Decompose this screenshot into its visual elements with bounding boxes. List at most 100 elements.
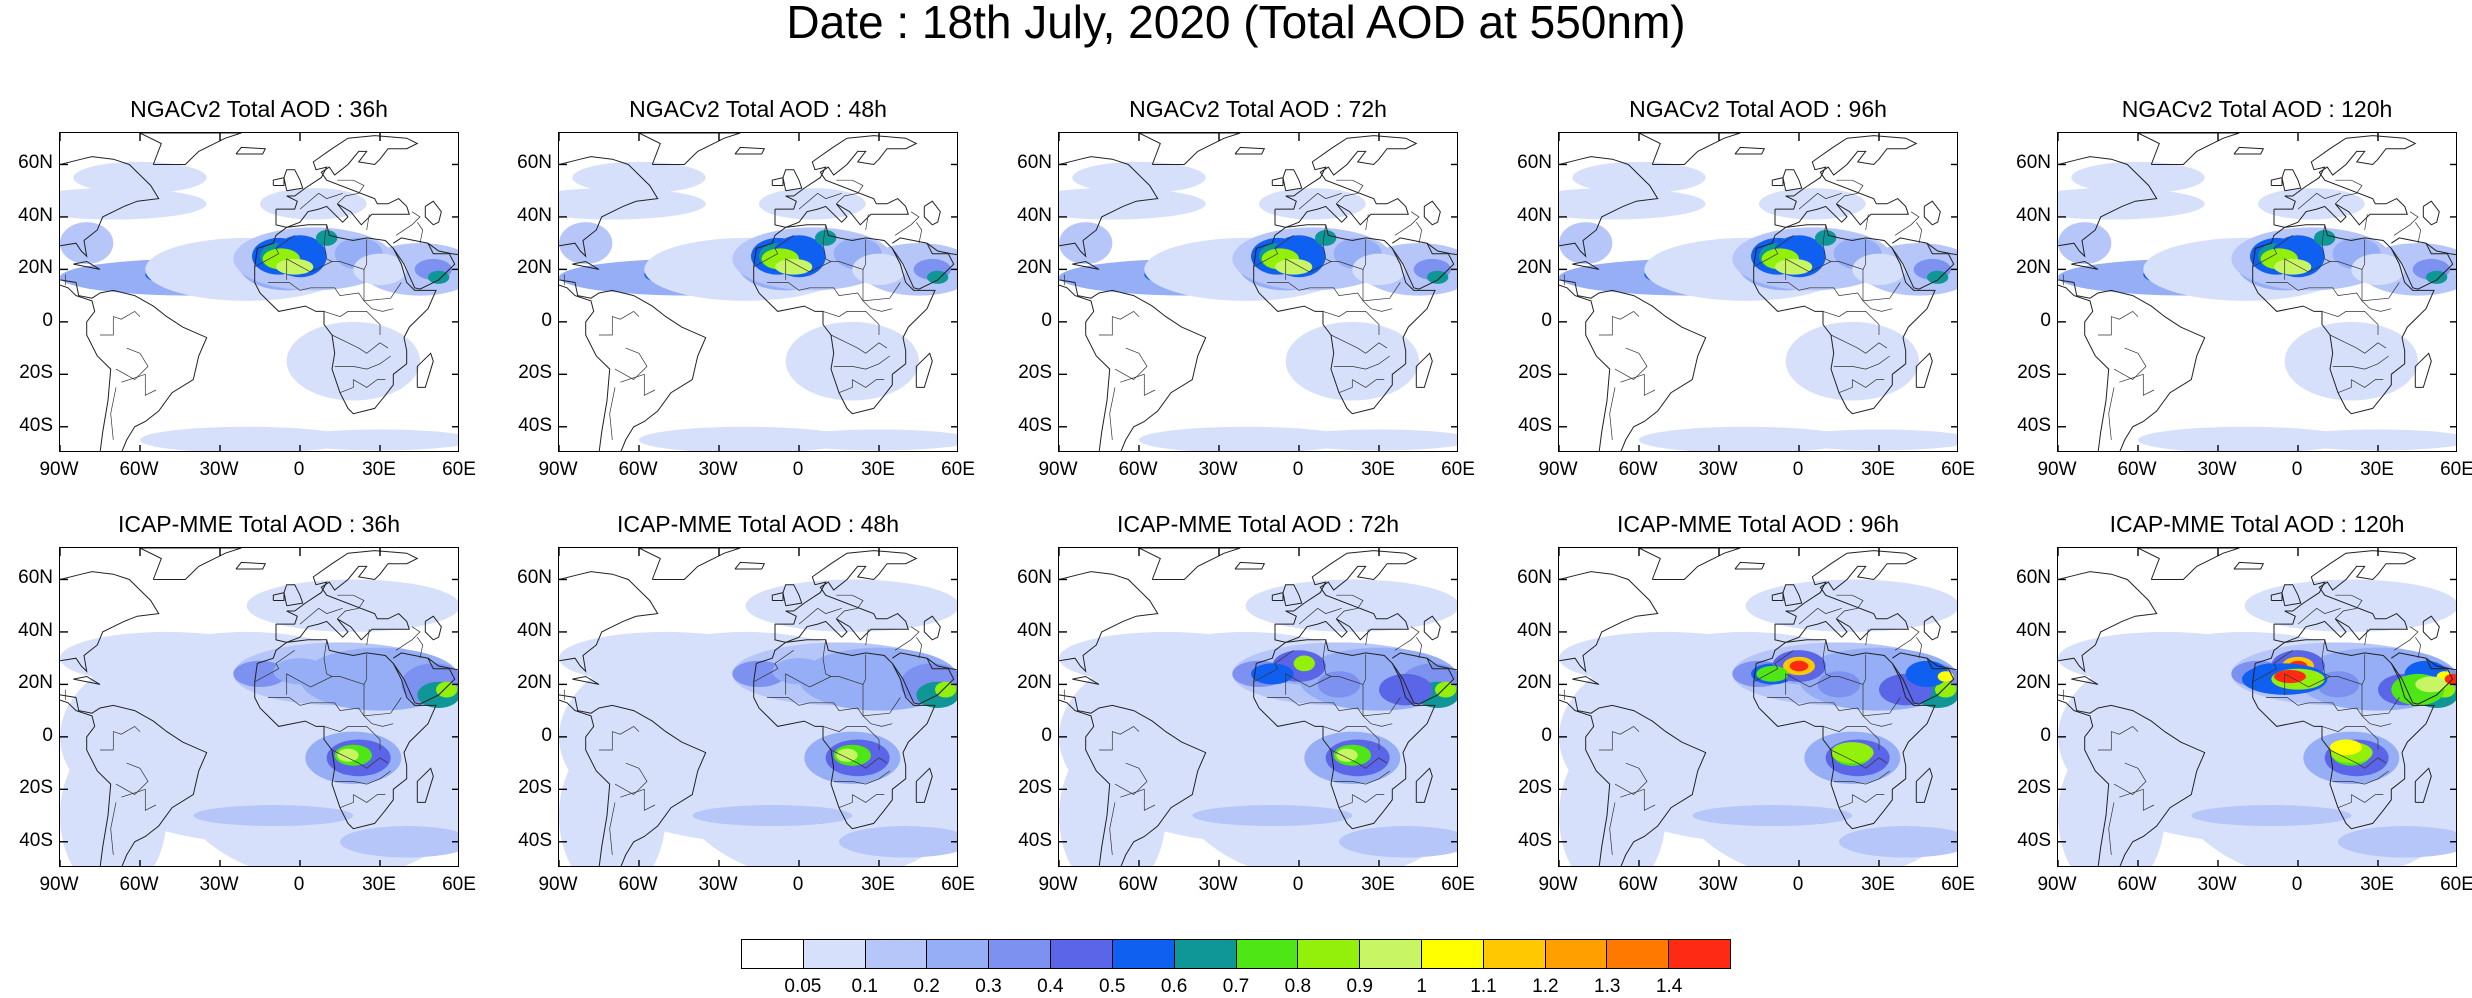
country-border (798, 607, 842, 625)
coastline (283, 169, 304, 192)
lat-label: 60N (1017, 567, 1052, 589)
aod-contour (1785, 321, 1919, 401)
aod-contour (2071, 161, 2205, 194)
country-border (1614, 762, 1648, 796)
coastline (2137, 133, 2240, 165)
country-border (110, 387, 117, 440)
coastline (1638, 133, 1741, 165)
country-border (838, 379, 853, 394)
country-border (2332, 770, 2389, 785)
lat-label: 0 (1541, 724, 1552, 746)
country-border (862, 684, 893, 727)
lat-label: 60N (1517, 152, 1552, 174)
coastline (2137, 548, 2240, 580)
lon-label: 90W (2037, 874, 2077, 895)
coastline (392, 237, 456, 290)
lat-label: 20N (1017, 257, 1052, 279)
lat-label: 40N (1517, 204, 1552, 226)
lon-label: 30E (1361, 874, 1395, 895)
country-border (916, 637, 923, 659)
coastline (2422, 615, 2440, 641)
coastline (60, 279, 208, 451)
country-border (1338, 794, 1353, 809)
country-border (1753, 235, 1794, 268)
coastline (1559, 279, 1707, 451)
lat-label: 20S (1018, 362, 1052, 384)
lon-label: 30E (1861, 459, 1895, 480)
coastline (638, 548, 741, 580)
country-border (822, 224, 832, 262)
country-border (1322, 311, 1380, 335)
aod-contour (337, 748, 359, 762)
country-border (1833, 770, 1890, 785)
country-border (1833, 355, 1890, 370)
coastline (1774, 135, 1918, 228)
lon-label: 60W (618, 459, 658, 480)
coastline (1923, 615, 1941, 641)
colorbar-swatch (1298, 940, 1361, 968)
coastline (1274, 550, 1418, 643)
lon-label: 30E (2360, 459, 2394, 480)
country-border (822, 726, 880, 750)
aod-contour (273, 658, 327, 685)
coastline (254, 639, 437, 830)
country-border (323, 224, 333, 262)
lon-label: 30E (2360, 874, 2394, 895)
country-border (299, 192, 343, 210)
country-border (1352, 379, 1385, 388)
coastline (1753, 224, 1936, 415)
country-border (1862, 684, 1893, 727)
colorbar-swatch (1545, 940, 1608, 968)
lat-label: 40S (19, 829, 53, 851)
lon-label: 30W (698, 874, 738, 895)
lon-label: 60E (442, 874, 476, 895)
lon-label: 60E (1441, 874, 1475, 895)
country-border (366, 629, 370, 646)
coastline (2233, 561, 2265, 570)
country-border (833, 770, 890, 785)
lat-label: 40S (1018, 829, 1052, 851)
country-border (1785, 654, 1867, 695)
coastline (774, 550, 918, 643)
lat-label: 40S (1018, 414, 1052, 436)
country-border (1599, 310, 1640, 336)
lat-label: 40S (518, 414, 552, 436)
country-border (1253, 650, 1294, 683)
lon-label: 30W (698, 459, 738, 480)
country-border (1822, 224, 1832, 262)
country-border (1614, 347, 1648, 381)
lon-label: 60E (2440, 874, 2472, 895)
colorbar-label: 1 (1416, 976, 1427, 997)
aod-contour (1336, 748, 1358, 762)
coastline (771, 176, 784, 186)
country-border (1336, 594, 1364, 620)
coastline (1923, 200, 1941, 226)
lon-label: 60W (1618, 459, 1658, 480)
coastline (1415, 352, 1433, 388)
coastline (416, 767, 434, 803)
colorbar-swatch (989, 940, 1052, 968)
aod-contour (2191, 805, 2352, 827)
aod-contour (60, 188, 207, 220)
lat-label: 20N (1017, 672, 1052, 694)
aod-contour (193, 805, 354, 827)
aod-contour (60, 736, 167, 866)
coastline (1271, 591, 1284, 601)
coastline (2071, 675, 2099, 685)
coastline (1426, 242, 1457, 256)
country-border (1333, 355, 1390, 370)
country-border (753, 235, 794, 268)
coastline (782, 169, 803, 192)
colorbar-swatch (1483, 940, 1546, 968)
colorbar-swatch (1669, 940, 1730, 968)
lon-label: 90W (538, 459, 578, 480)
coastline (427, 657, 458, 671)
country-border (1352, 794, 1385, 803)
coastline (1138, 133, 1241, 165)
lon-label: 60E (1941, 459, 1975, 480)
country-border (1322, 639, 1332, 677)
lon-label: 0 (1792, 459, 1804, 480)
lon-label: 60W (1118, 459, 1158, 480)
country-border (2415, 637, 2422, 659)
aod-contour (1315, 230, 1337, 246)
